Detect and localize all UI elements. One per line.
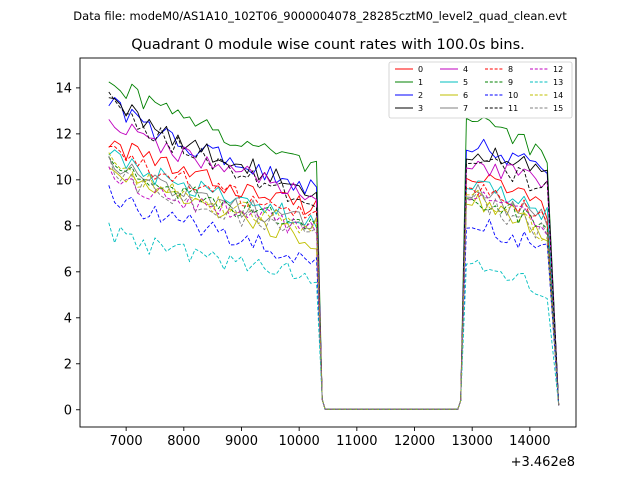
legend-label-12: 12 <box>553 65 563 74</box>
legend-label-7: 7 <box>463 104 468 113</box>
x-tick-label-4: 11000 <box>336 434 377 449</box>
series-line-11 <box>108 91 560 410</box>
series-line-13 <box>108 222 560 410</box>
y-tick-label-5: 10 <box>55 173 72 188</box>
series-line-8 <box>108 146 560 410</box>
legend-label-15: 15 <box>553 104 563 113</box>
series-line-4 <box>108 119 560 410</box>
x-tick-label-2: 9000 <box>225 434 258 449</box>
y-tick-label-4: 8 <box>64 219 72 234</box>
legend-label-1: 1 <box>418 78 423 87</box>
series-line-3 <box>108 97 560 410</box>
series-line-5 <box>108 149 560 410</box>
legend-label-10: 10 <box>508 91 518 100</box>
legend-label-2: 2 <box>418 91 423 100</box>
legend-label-9: 9 <box>508 78 513 87</box>
series-line-15 <box>108 155 560 410</box>
legend-label-13: 13 <box>553 78 563 87</box>
x-tick-label-5: 12000 <box>394 434 435 449</box>
x-tick-label-3: 10000 <box>278 434 319 449</box>
legend-label-4: 4 <box>463 65 468 74</box>
y-tick-label-6: 12 <box>55 127 72 142</box>
legend-label-3: 3 <box>418 104 423 113</box>
axes-frame <box>79 57 577 428</box>
y-tick-label-7: 14 <box>55 81 72 96</box>
series-line-6 <box>108 167 560 410</box>
y-axis: 0 2 4 6 8 10 12 14 <box>55 81 80 418</box>
y-tick-label-1: 2 <box>64 357 72 372</box>
x-tick-label-1: 8000 <box>167 434 200 449</box>
chart-title: Quadrant 0 module wise count rates with … <box>131 37 525 53</box>
series-line-12 <box>108 166 560 410</box>
y-tick-label-2: 4 <box>64 311 72 326</box>
legend-label-0: 0 <box>418 65 423 74</box>
legend-label-11: 11 <box>508 104 518 113</box>
x-offset-label: +3.462e8 <box>511 455 575 470</box>
suptitle: Data file: modeM0/AS1A10_102T06_90000040… <box>73 9 567 23</box>
y-tick-label-0: 0 <box>64 403 72 418</box>
plot-area <box>108 81 560 410</box>
legend-label-5: 5 <box>463 78 468 87</box>
legend-label-14: 14 <box>553 91 563 100</box>
legend-frame <box>388 61 573 119</box>
x-tick-label-7: 14000 <box>509 434 550 449</box>
y-tick-label-3: 6 <box>64 265 72 280</box>
x-tick-label-0: 7000 <box>110 434 143 449</box>
x-tick-label-6: 13000 <box>452 434 493 449</box>
legend-label-6: 6 <box>463 91 468 100</box>
legend-label-8: 8 <box>508 65 513 74</box>
series-line-1 <box>108 81 560 410</box>
series-line-0 <box>108 140 560 410</box>
x-axis: 7000 8000 9000 10000 11000 12000 13000 14000 <box>110 427 551 449</box>
